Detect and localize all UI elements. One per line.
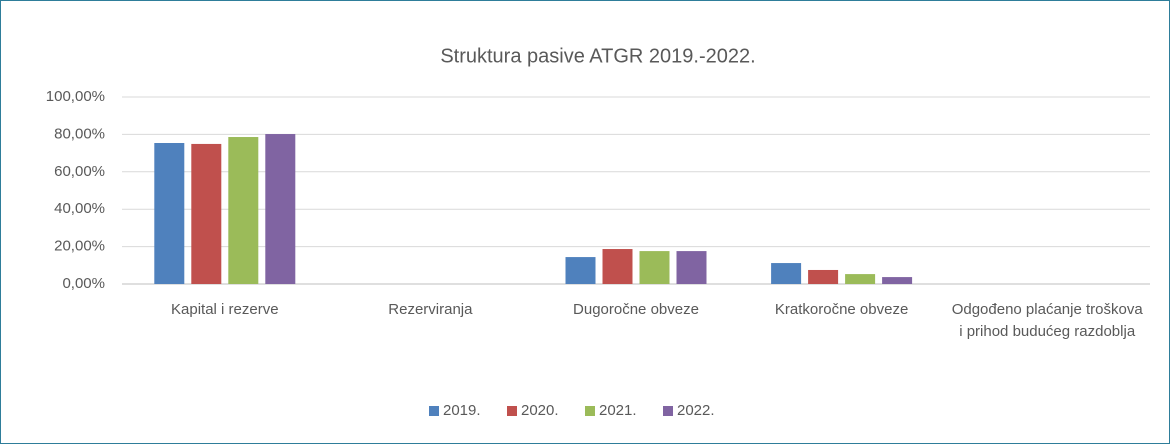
x-tick-label: Dugoročne obveze: [573, 301, 699, 318]
bar: [771, 263, 802, 284]
y-tick-label: 100,00%: [46, 88, 105, 105]
legend-swatch: [429, 406, 439, 416]
bar: [602, 249, 633, 284]
x-tick-label: Kratkoročne obveze: [774, 301, 909, 318]
y-tick-label: 20,00%: [54, 238, 105, 255]
bar: [676, 251, 707, 284]
x-tick-label: Kapital i rezerve: [171, 301, 279, 318]
legend-swatch: [663, 406, 673, 416]
bar: [808, 269, 839, 284]
x-tick-label-box: Odgođeno plaćanje troškova i prihod budu…: [951, 301, 1143, 340]
y-tick-label: 60,00%: [54, 163, 105, 180]
bar: [639, 251, 670, 284]
bar: [845, 274, 876, 284]
bar: [565, 257, 596, 284]
x-tick-label-box: Kapital i rezerve: [171, 301, 279, 318]
y-tick-label: 80,00%: [54, 125, 105, 142]
legend-label: 2021.: [599, 402, 637, 419]
legend-label: 2019.: [443, 402, 481, 419]
x-tick-label: Odgođeno plaćanje troškova i prihod budu…: [951, 301, 1143, 340]
legend-swatch: [507, 406, 517, 416]
x-tick-label-box: Rezerviranja: [388, 301, 473, 318]
legend-swatch: [585, 406, 595, 416]
chart-title: Struktura pasive ATGR 2019.-2022.: [440, 45, 755, 67]
bar: [191, 143, 222, 284]
bar: [265, 134, 296, 284]
legend-label: 2022.: [677, 402, 715, 419]
y-tick-label: 0,00%: [62, 275, 105, 292]
x-tick-label: Rezerviranja: [388, 301, 473, 318]
bar: [228, 137, 259, 284]
bar: [154, 143, 185, 284]
y-tick-label: 40,00%: [54, 200, 105, 217]
x-tick-label-box: Dugoročne obveze: [573, 301, 699, 318]
bar: [882, 277, 913, 284]
x-tick-label-box: Kratkoročne obveze: [774, 301, 909, 318]
legend-label: 2020.: [521, 402, 559, 419]
